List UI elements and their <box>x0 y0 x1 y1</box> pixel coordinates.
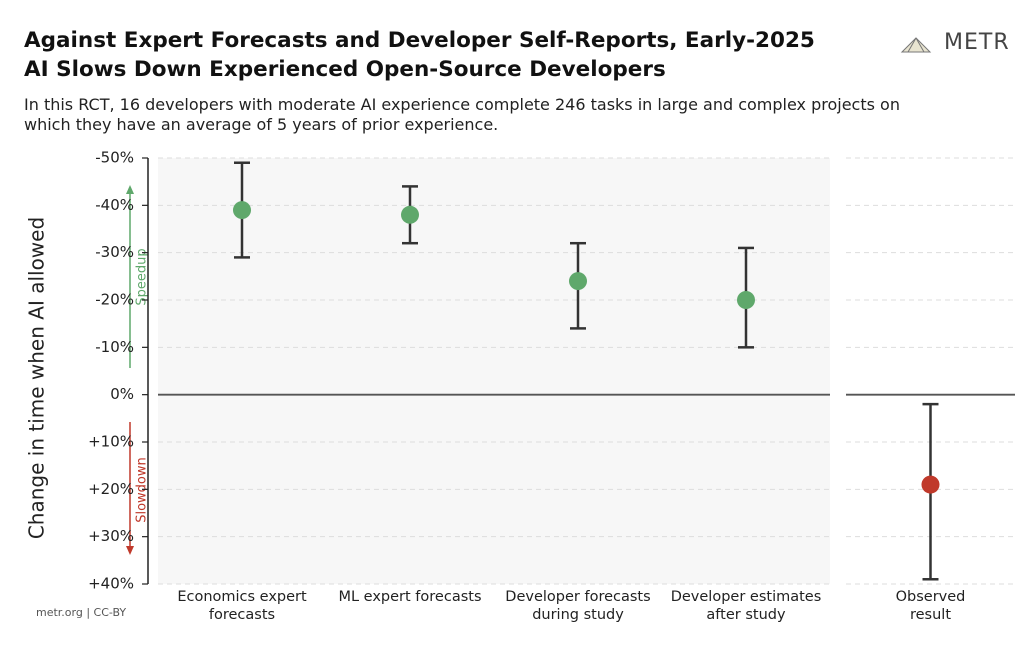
subtitle: In this RCT, 16 developers with moderate… <box>24 95 900 134</box>
y-tick-label: -30% <box>95 243 134 261</box>
panel-bg <box>158 158 830 584</box>
y-tick-label: -20% <box>95 291 134 309</box>
title: AI Slows Down Experienced Open-Source De… <box>24 57 666 82</box>
slowdown-arrowhead <box>126 546 134 555</box>
x-tick-label: ML expert forecasts <box>338 589 482 605</box>
speedup-arrowhead <box>126 185 134 194</box>
y-tick-label: 0% <box>110 385 134 403</box>
footer: metr.org | CC-BY <box>36 606 127 619</box>
x-tick-label: Developer forecasts during study <box>505 589 651 623</box>
point <box>737 291 755 309</box>
point <box>401 205 419 224</box>
x-tick-label: Observed result <box>895 589 966 623</box>
point <box>921 475 940 494</box>
slowdown-label: Slowdown <box>135 457 150 523</box>
y-axis-title: Change in time when AI allowed <box>25 217 49 539</box>
title: Against Expert Forecasts and Developer S… <box>24 28 815 53</box>
logo: METR <box>944 30 1010 55</box>
speedup-label: Speedup <box>135 248 150 305</box>
point <box>233 201 251 220</box>
y-tick-label: -40% <box>95 196 134 214</box>
y-tick-label: +10% <box>88 433 134 451</box>
point <box>569 272 587 291</box>
y-tick-label: -50% <box>95 149 134 167</box>
logo-icon <box>900 37 932 53</box>
y-tick-label: -10% <box>95 338 134 356</box>
y-tick-label: +30% <box>88 527 134 545</box>
x-tick-label: Developer estimates after study <box>670 589 822 623</box>
x-tick-label: Economics expert forecasts <box>177 589 307 623</box>
y-tick-label: +20% <box>88 480 134 498</box>
y-tick-label: +40% <box>88 575 134 593</box>
